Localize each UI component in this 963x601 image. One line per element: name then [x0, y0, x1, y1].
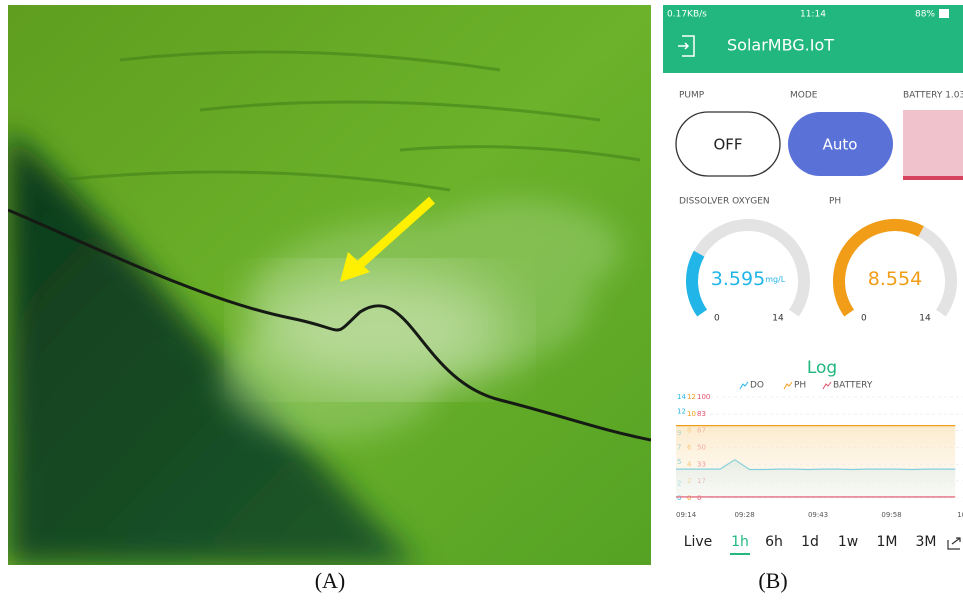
exit-icon[interactable] [678, 35, 695, 57]
legend-icon [739, 381, 749, 390]
gauge-max: 14 [919, 314, 931, 324]
legend-label: PH [794, 381, 806, 391]
y-tick-label: 83 [697, 410, 706, 418]
legend-icon [822, 381, 832, 390]
range-button[interactable]: 1d [801, 534, 819, 550]
battery-widget-bar [903, 176, 963, 180]
status-time: 11:14 [800, 10, 826, 20]
pump-label: PUMP [679, 91, 705, 101]
range-button[interactable]: 3M [916, 534, 937, 550]
x-tick-label: 09:14 [676, 511, 697, 519]
x-tick-label: 09:43 [808, 511, 828, 519]
range-selected-underline [730, 553, 750, 555]
x-tick-label: 09:28 [734, 511, 754, 519]
status-battery: 88% [915, 10, 935, 20]
legend-icon [783, 381, 793, 390]
x-tick-label: 10:1 [957, 511, 963, 519]
share-icon[interactable] [947, 537, 961, 550]
range-button[interactable]: 1h [731, 534, 749, 550]
gauge-label: PH [829, 197, 841, 207]
y-tick-label: 12 [687, 393, 696, 401]
gauge-value: 3.595mg/L [711, 268, 786, 290]
gauge-arc [686, 250, 708, 317]
gauge-unit: mg/L [765, 275, 786, 284]
gauge-value-number: 8.554 [868, 268, 922, 290]
legend-label: DO [750, 381, 764, 391]
range-button[interactable]: 1M [877, 534, 898, 550]
app-title: SolarMBG.IoT [727, 36, 834, 55]
legend-label: BATTERY [833, 381, 873, 391]
gauge-value-number: 3.595 [711, 268, 765, 290]
battery-icon [939, 9, 949, 18]
photo [8, 5, 651, 565]
battery-widget [903, 110, 963, 176]
gauge-value: 8.554 [868, 268, 922, 290]
battery-label: BATTERY 1.03 [903, 91, 963, 101]
x-tick-label: 09:58 [881, 511, 901, 519]
app-header [663, 5, 963, 73]
mode-label: MODE [790, 91, 818, 101]
series-area [676, 425, 956, 498]
mode-button[interactable] [788, 112, 893, 176]
app-screenshot: 0.17KB/s 11:14 88% SolarMBG.IoT PUMP MOD… [663, 5, 963, 557]
mode-button-label[interactable]: Auto [823, 136, 858, 154]
y-tick-label: 10 [687, 410, 696, 418]
gauge-min: 0 [861, 314, 867, 324]
chart-title: Log [807, 358, 837, 378]
caption: (A) [315, 568, 346, 593]
range-button[interactable]: Live [684, 534, 713, 550]
gauge-min: 0 [714, 314, 720, 324]
y-tick-label: 12 [677, 407, 686, 415]
gauge-arc [833, 219, 924, 317]
gauge-label: DISSOLVER OXYGEN [679, 197, 770, 207]
range-button[interactable]: 1w [838, 534, 858, 550]
pump-button-label[interactable]: OFF [713, 136, 742, 154]
gauge-max: 14 [772, 314, 784, 324]
range-button[interactable]: 6h [765, 534, 783, 550]
caption: (B) [758, 568, 787, 593]
y-tick-label: 100 [697, 393, 710, 401]
pump-button[interactable] [675, 111, 781, 177]
status-speed: 0.17KB/s [667, 10, 707, 20]
y-tick-label: 14 [677, 393, 686, 401]
